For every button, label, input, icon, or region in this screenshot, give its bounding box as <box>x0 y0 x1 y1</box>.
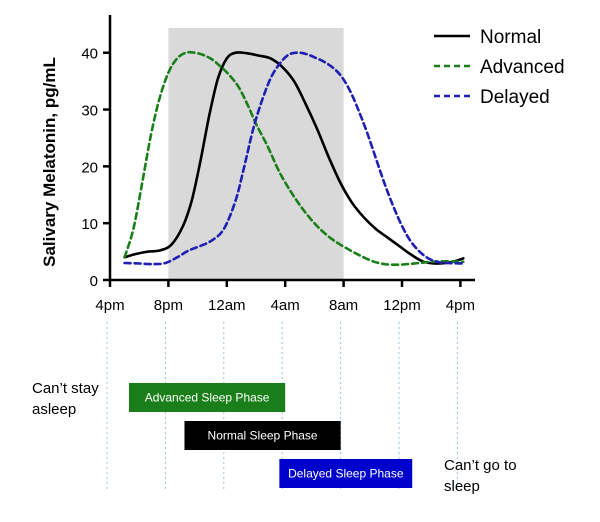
x-tick-label: 8pm <box>154 297 183 314</box>
y-axis-title: Salivary Melatonin, pg/mL <box>40 57 59 267</box>
legend-label-advanced: Advanced <box>480 57 565 78</box>
phase-bar-label: Normal Sleep Phase <box>208 429 318 443</box>
y-tick-label: 20 <box>81 159 98 176</box>
x-ticks: 4pm 8pm 12am 4am 8am 12pm 4pm <box>95 280 475 314</box>
note-cant-stay-asleep-line1: Can’t stay <box>32 380 99 397</box>
note-cant-stay-asleep-line2: asleep <box>32 401 76 418</box>
note-cant-go-to-sleep-line1: Can’t go to <box>444 457 517 474</box>
series-line-delayed <box>123 51 465 266</box>
y-tick-label: 0 <box>90 273 98 290</box>
x-tick-label: 4pm <box>446 297 475 314</box>
phase-bar-label: Delayed Sleep Phase <box>288 467 404 481</box>
note-cant-go-to-sleep-line2: sleep <box>444 478 480 495</box>
x-tick-label: 8am <box>329 297 358 314</box>
sleep-phase-bars: Advanced Sleep Phase Normal Sleep Phase De… <box>128 383 413 488</box>
phase-bar-delayed <box>279 459 413 488</box>
legend: Normal Advanced Delayed <box>434 27 565 108</box>
y-tick-label: 30 <box>81 103 98 120</box>
series-line-normal <box>123 51 465 265</box>
y-tick-label: 40 <box>81 46 98 63</box>
y-ticks: 0 10 20 30 40 <box>81 46 110 290</box>
shaded-night-region <box>168 28 344 280</box>
phase-bar-normal <box>184 421 341 450</box>
series-layer <box>123 50 465 266</box>
series-line-advanced <box>123 50 465 266</box>
phase-bar-label: Advanced Sleep Phase <box>145 391 270 405</box>
x-tick-label: 12pm <box>383 297 421 314</box>
legend-label-delayed: Delayed <box>480 87 550 108</box>
x-tick-label: 4pm <box>95 297 124 314</box>
legend-label-normal: Normal <box>480 27 541 48</box>
x-tick-label: 12am <box>208 297 246 314</box>
x-tick-label: 4am <box>271 297 300 314</box>
y-tick-label: 10 <box>81 216 98 233</box>
phase-bar-advanced <box>128 383 286 412</box>
